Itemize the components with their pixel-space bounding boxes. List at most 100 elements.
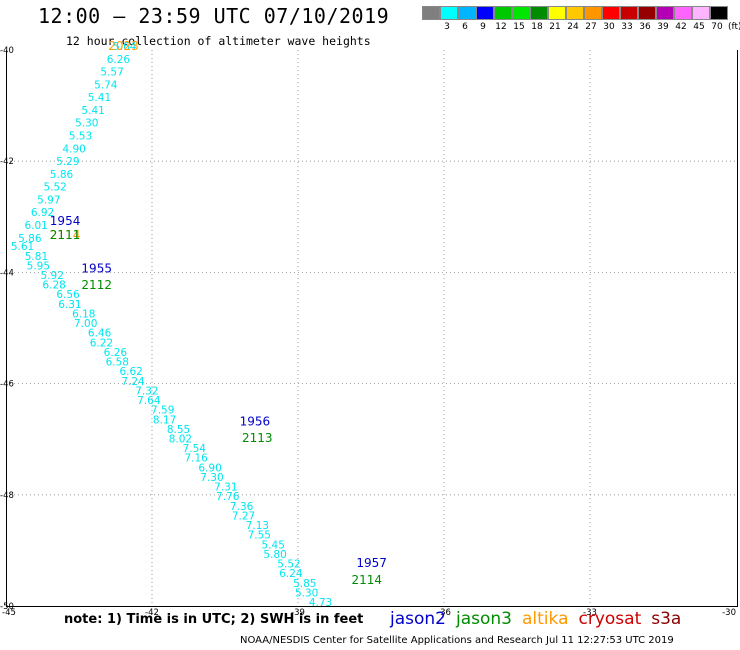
legend-label: 21 xyxy=(549,22,561,32)
swh-value: 7.16 xyxy=(184,453,208,465)
swh-value: 5.41 xyxy=(81,105,104,117)
time-label-altika: 2023 xyxy=(108,39,139,53)
time-label-jason2: 1955 xyxy=(81,261,112,275)
page-title: 12:00 – 23:59 UTC 07/10/2019 xyxy=(38,4,390,28)
swh-value: 6.26 xyxy=(107,54,131,66)
time-label-jason3: 2114 xyxy=(352,573,383,587)
legend-swatch xyxy=(638,6,656,20)
legend-swatch xyxy=(530,6,548,20)
legend-label: 70 xyxy=(711,22,723,32)
map-frame xyxy=(6,50,738,607)
swh-value: 5.52 xyxy=(43,182,66,194)
legend-swatch xyxy=(692,6,710,20)
legend-swatch xyxy=(674,6,692,20)
lon-tick-label: -42 xyxy=(145,608,159,618)
swh-value: 7.32 xyxy=(135,385,158,397)
time-label-jason2: 1957 xyxy=(356,556,387,570)
legend-label: 42 xyxy=(675,22,687,32)
legend-label: 33 xyxy=(621,22,633,32)
lat-tick-label: -42 xyxy=(0,157,14,167)
lon-tick-label: -36 xyxy=(437,608,451,618)
legend-swatch xyxy=(440,6,458,20)
swh-value: 5.45 xyxy=(262,539,285,551)
swh-value: 4.73 xyxy=(309,597,332,609)
legend-swatch xyxy=(494,6,512,20)
swh-value: 6.26 xyxy=(104,347,128,359)
footnote: note: 1) Time is in UTC; 2) SWH is in fe… xyxy=(64,612,364,627)
satellite-cryosat: cryosat xyxy=(578,609,642,629)
legend-unit: (ft) xyxy=(728,22,740,32)
time-label-jason2: 1954 xyxy=(50,214,81,228)
swh-value: 5.52 xyxy=(277,559,300,571)
legend-swatch xyxy=(458,6,476,20)
swh-value: 7.30 xyxy=(200,472,223,484)
lat-tick-label: -44 xyxy=(0,268,14,278)
swh-value: 7.55 xyxy=(248,530,271,542)
swh-value: 5.74 xyxy=(94,79,118,91)
swh-value: 6.24 xyxy=(279,568,303,580)
legend-label: 30 xyxy=(603,22,615,32)
swh-value: 7.31 xyxy=(214,482,237,494)
legend-swatch xyxy=(620,6,638,20)
page-subtitle: 12 hour collection of altimeter wave hei… xyxy=(66,34,371,48)
swh-value: 8.55 xyxy=(167,424,190,436)
time-label-jason3: 2111 xyxy=(50,228,81,242)
lon-tick-label: -45 xyxy=(2,608,16,618)
swh-value: 6.18 xyxy=(72,308,95,320)
swh-value: 5.81 xyxy=(25,251,48,263)
swh-value: 5.86 xyxy=(18,233,42,245)
legend-label: 45 xyxy=(693,22,705,32)
satellite-altika: altika xyxy=(522,609,569,629)
time-label-altika: 2114 xyxy=(50,228,81,242)
swh-value: 6.56 xyxy=(56,289,80,301)
satellite-jason3: jason3 xyxy=(456,609,512,629)
swh-value: 5.85 xyxy=(293,578,316,590)
lat-tick-label: -50 xyxy=(0,602,14,612)
legend-swatch xyxy=(512,6,530,20)
swh-value: 7.64 xyxy=(137,395,161,407)
legend-label: 9 xyxy=(480,22,486,32)
swh-value: 6.31 xyxy=(58,299,81,311)
satellite-legend: jason2 jason3 altika cryosat s3a xyxy=(390,609,681,629)
legend-label: 6 xyxy=(462,22,468,32)
legend-label: 12 xyxy=(495,22,507,32)
lat-tick-label: -40 xyxy=(0,46,14,56)
swh-value: 5.61 xyxy=(11,241,34,253)
swh-value: 7.27 xyxy=(232,510,255,522)
legend-label: 36 xyxy=(639,22,651,32)
lon-tick-label: -30 xyxy=(722,608,736,618)
legend-swatch xyxy=(476,6,494,20)
lon-tick-label: -39 xyxy=(291,608,305,618)
swh-value: 7.13 xyxy=(246,520,269,532)
swh-value: 7.36 xyxy=(230,501,254,513)
legend-label: 18 xyxy=(531,22,543,32)
legend-label: 27 xyxy=(585,22,597,32)
legend-swatch xyxy=(710,6,728,20)
lon-tick-label: -33 xyxy=(583,608,597,618)
swh-value: 6.92 xyxy=(31,207,54,219)
swh-value: 5.29 xyxy=(56,156,79,168)
legend-swatch xyxy=(548,6,566,20)
swh-value: 5.30 xyxy=(75,118,98,130)
swh-value: 8.02 xyxy=(169,434,192,446)
lat-tick-label: -46 xyxy=(0,380,14,390)
swh-value: 5.41 xyxy=(88,92,111,104)
swh-value: 5.80 xyxy=(263,549,286,561)
time-label-jason2: 1956 xyxy=(240,414,271,428)
swh-value: 5.97 xyxy=(37,194,60,206)
swh-value: 6.28 xyxy=(42,280,65,292)
lat-tick-label: -48 xyxy=(0,491,14,501)
legend-label: 39 xyxy=(657,22,669,32)
swh-value: 7.76 xyxy=(216,491,240,503)
swh-value: 7.24 xyxy=(121,376,145,388)
color-legend xyxy=(422,6,728,20)
swh-value: 4.90 xyxy=(62,143,85,155)
swh-value: 6.90 xyxy=(198,462,221,474)
swh-value: 7.00 xyxy=(74,318,97,330)
legend-label: 3 xyxy=(444,22,450,32)
credit-line: NOAA/NESDIS Center for Satellite Applica… xyxy=(240,635,674,646)
swh-value: 5.53 xyxy=(69,131,92,143)
swh-value: 6.58 xyxy=(106,357,129,369)
